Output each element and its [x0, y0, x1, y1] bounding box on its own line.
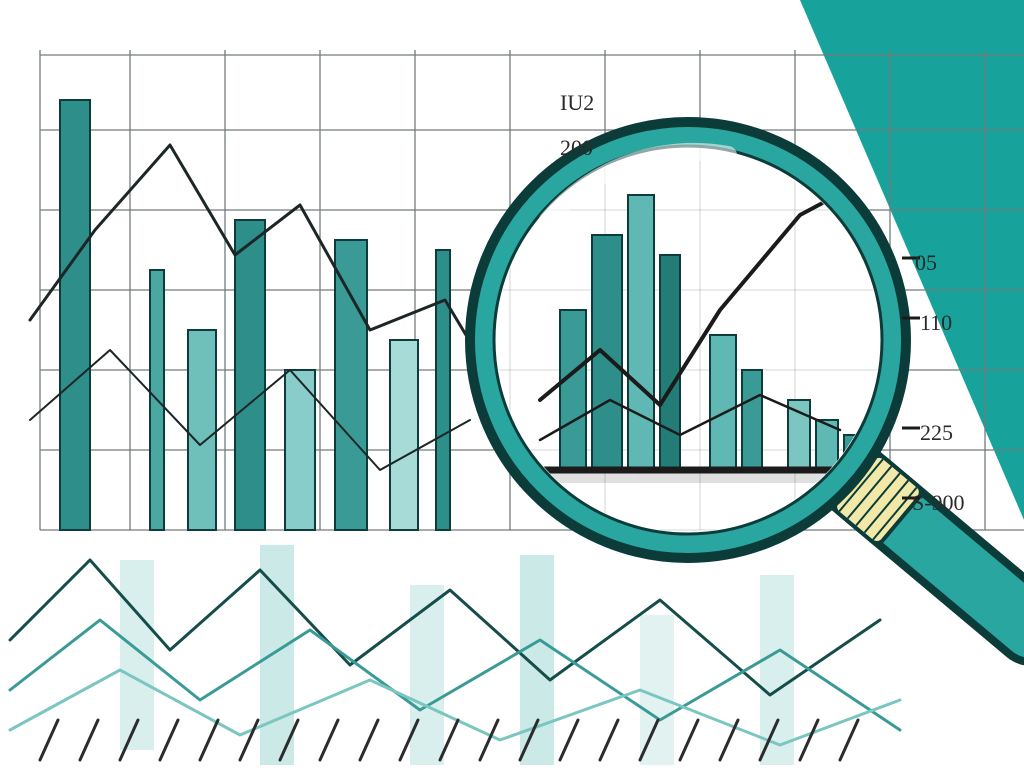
lens-bar — [742, 370, 762, 470]
hatch-mark — [600, 720, 618, 760]
axis-label: 225 — [920, 420, 953, 446]
hatch-mark — [840, 720, 858, 760]
hatch-mark — [200, 720, 218, 760]
axis-label: 110 — [920, 310, 952, 336]
background-bar — [640, 615, 674, 765]
hatch-mark — [560, 720, 578, 760]
background-bar — [410, 585, 444, 765]
axis-label: 200 — [560, 135, 593, 161]
lens-bar — [560, 310, 586, 470]
lens-bar — [660, 255, 680, 470]
line-series — [30, 145, 505, 400]
chart-svg — [0, 0, 1024, 768]
hatch-mark — [360, 720, 378, 760]
hatch-mark — [320, 720, 338, 760]
hatch-mark — [800, 720, 818, 760]
hatch-mark — [160, 720, 178, 760]
bar — [60, 100, 90, 530]
bar — [188, 330, 216, 530]
hatch-mark — [480, 720, 498, 760]
bar — [390, 340, 418, 530]
bar — [235, 220, 265, 530]
lens-bar — [788, 400, 810, 470]
axis-label: S-900 — [912, 490, 965, 516]
lens-bar — [710, 335, 736, 470]
hatch-mark — [240, 720, 258, 760]
hatch-mark — [680, 720, 698, 760]
background-bar — [260, 545, 294, 765]
chart-infographic: IU2 200 05 110 225 S-900 — [0, 0, 1024, 768]
axis-label: IU2 — [560, 90, 594, 116]
bar — [436, 250, 450, 530]
background-bar — [760, 575, 794, 765]
lens-bar — [628, 195, 654, 470]
hatch-mark — [80, 720, 98, 760]
background-bar — [520, 555, 554, 765]
hatch-mark — [40, 720, 58, 760]
bar — [335, 240, 367, 530]
axis-label: 05 — [915, 250, 937, 276]
